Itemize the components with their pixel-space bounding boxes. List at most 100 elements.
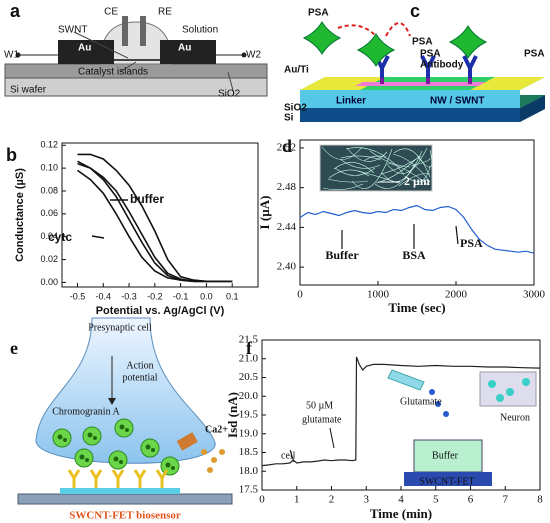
y-tick-label: 21.5 <box>239 334 259 346</box>
label: Au <box>78 43 91 54</box>
granule <box>119 460 123 464</box>
granule <box>151 448 155 452</box>
slab-side <box>520 95 545 122</box>
ca-ion <box>219 449 225 455</box>
y-tick-label: 0.04 <box>40 231 58 241</box>
ca-ion <box>201 449 207 455</box>
fiber <box>387 162 429 186</box>
re <box>140 16 146 46</box>
panel-label: d <box>282 136 292 156</box>
label: Si <box>284 113 294 124</box>
granule <box>79 454 85 460</box>
label: Linker <box>336 96 366 107</box>
y-axis-title: Conductance (µS) <box>14 168 26 262</box>
fiber <box>380 155 422 175</box>
label: Si wafer <box>10 85 47 96</box>
panel-label: a <box>10 1 21 21</box>
x-tick-label: -0.4 <box>96 291 112 301</box>
x-tick-label: 6 <box>468 494 474 506</box>
label: SWCNT-FET biosensor <box>69 510 181 522</box>
arrow-dash <box>337 22 411 37</box>
x-tick-label: 2000 <box>445 289 468 301</box>
label: RE <box>158 7 172 18</box>
psa <box>302 21 342 55</box>
ca-ion <box>211 457 217 463</box>
molecule <box>435 401 441 407</box>
x-tick-label: 7 <box>503 494 509 506</box>
ce <box>122 16 128 46</box>
x-tick-label: 0.1 <box>226 291 239 301</box>
fiber <box>333 162 375 174</box>
fet-channel <box>60 488 180 494</box>
annotation: PSA <box>460 236 483 250</box>
fiber <box>369 150 411 168</box>
granule <box>145 444 151 450</box>
fiber <box>392 153 431 183</box>
molecule <box>443 411 449 417</box>
label: PSA <box>524 49 545 60</box>
x-tick-label: 0 <box>297 289 303 301</box>
y-tick-label: 17.5 <box>239 484 259 496</box>
fiber <box>404 165 431 182</box>
receptor <box>155 469 169 488</box>
x-tick-label: 3000 <box>523 289 546 301</box>
granule <box>57 434 63 440</box>
x-tick-label: 0 <box>259 494 265 506</box>
label: Ca2+ <box>205 424 228 435</box>
fiber <box>328 169 370 179</box>
label: SiO2 <box>284 103 307 114</box>
label: Au <box>178 43 191 54</box>
decorations <box>4 16 545 505</box>
neuron <box>522 378 530 386</box>
leader <box>73 31 235 95</box>
receptor <box>89 469 103 488</box>
fiber <box>410 157 431 167</box>
fiber <box>345 147 387 158</box>
panel-label: e <box>10 338 18 358</box>
fiber <box>340 155 382 161</box>
slab-mid <box>300 90 520 108</box>
psa <box>356 33 396 67</box>
label: W1 <box>4 50 19 61</box>
y-tick-label: 20.0 <box>239 390 259 402</box>
neuron <box>496 394 504 402</box>
fiber <box>339 158 381 169</box>
granule <box>125 428 129 432</box>
plot-frame <box>61 142 259 288</box>
panel-label: b <box>6 145 17 165</box>
annotation: 50 µM <box>306 400 333 411</box>
y-tick-label: 2.44 <box>277 221 297 233</box>
y-tick-label: 19.5 <box>239 409 259 421</box>
ca-ion <box>207 467 213 473</box>
y-tick-label: 0.00 <box>40 277 58 287</box>
y-tick-label: 2.48 <box>277 181 297 193</box>
arrow <box>341 224 459 249</box>
ca-channel <box>176 432 198 451</box>
label: CE <box>104 7 118 18</box>
label: PSA <box>420 49 441 60</box>
x-tick-label: 1 <box>294 494 300 506</box>
annotation: Buffer <box>432 450 459 461</box>
annotation: Buffer <box>325 248 359 262</box>
nanowire <box>355 82 486 86</box>
label: Au/Ti <box>284 65 309 76</box>
x-tick-label: 8 <box>537 494 543 506</box>
x-axis-title: Time (sec) <box>388 300 445 315</box>
arrow <box>91 199 128 239</box>
arrowhead <box>108 398 116 405</box>
granule <box>85 458 89 462</box>
label: Presynaptic cell <box>88 322 152 333</box>
fiber <box>386 147 428 174</box>
annotation: buffer <box>130 192 164 206</box>
data-line <box>77 160 233 283</box>
fiber <box>393 148 431 178</box>
x-tick-label: -0.2 <box>147 291 163 301</box>
x-tick-label: 2 <box>329 494 335 506</box>
fiber <box>327 178 369 183</box>
label: PSA <box>308 8 329 19</box>
granule <box>171 466 175 470</box>
fiber <box>334 167 376 176</box>
fet-base <box>17 493 233 505</box>
y-tick-label: 2.52 <box>277 141 296 153</box>
x-axis-title: Potential vs. Ag/AgCl (V) <box>96 305 225 317</box>
